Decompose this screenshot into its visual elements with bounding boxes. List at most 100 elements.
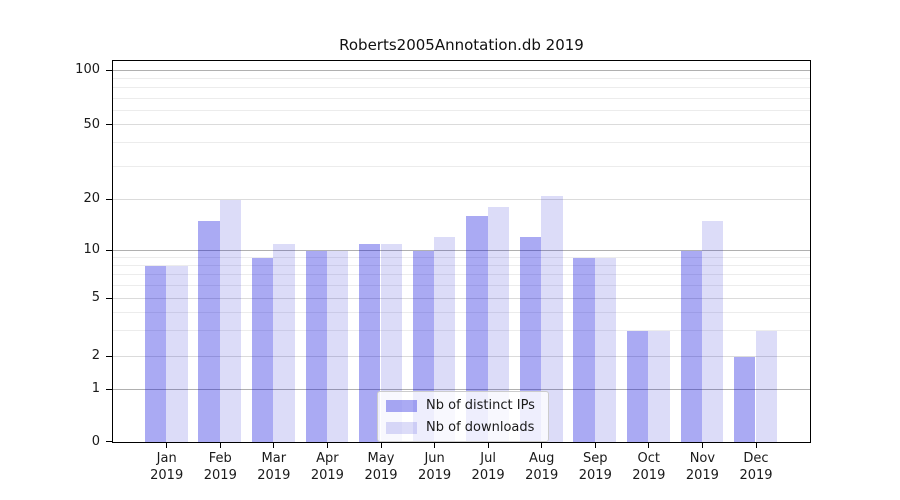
- gridline-10: [113, 249, 810, 251]
- x-tick-nov: [701, 443, 704, 448]
- x-tick-label-may: May 2019: [357, 450, 405, 484]
- x-tick-label-aug: Aug 2019: [518, 450, 566, 484]
- gridline-70: [113, 97, 810, 99]
- y-tick-label-10: 10: [83, 242, 100, 257]
- gridline-3: [113, 329, 810, 331]
- x-tick-feb: [219, 443, 221, 448]
- chart-title: Roberts2005Annotation.db 2019: [339, 36, 584, 54]
- gridline-5: [113, 297, 810, 299]
- x-tick-label-nov: Nov 2019: [678, 450, 726, 484]
- gridline-7: [113, 274, 810, 276]
- x-tick-jan: [166, 443, 168, 448]
- x-tick-month: Jan: [156, 451, 177, 466]
- x-tick-month: Apr: [316, 451, 339, 466]
- bar-distinct-ips-jan: [144, 266, 167, 442]
- gridline-8: [113, 265, 810, 266]
- legend-swatch-distinct-ips: [386, 399, 417, 412]
- bar-downloads-nov: [701, 220, 724, 442]
- gridline-20: [113, 198, 810, 200]
- gridline-6: [113, 284, 810, 286]
- gridline-40: [113, 142, 810, 144]
- x-tick-month: Oct: [637, 451, 661, 466]
- y-tick-label-2: 2: [91, 348, 100, 363]
- x-tick-label-jun: Jun 2019: [411, 450, 459, 484]
- plot-area: Nb of distinct IPs Nb of downloads: [112, 60, 811, 443]
- bar-distinct-ips-mar: [251, 257, 274, 442]
- legend: Nb of distinct IPs Nb of downloads: [377, 391, 549, 442]
- bar-distinct-ips-aug: [519, 237, 542, 442]
- y-tick-5: [106, 297, 112, 299]
- x-tick-oct: [648, 443, 650, 448]
- bar-downloads-jun: [434, 237, 456, 442]
- legend-swatch-downloads: [386, 421, 417, 434]
- y-tick-1: [106, 388, 112, 390]
- gridline-2: [113, 355, 810, 357]
- gridline-100: [113, 69, 810, 71]
- bar-distinct-ips-feb: [198, 220, 220, 442]
- x-tick-month: May: [367, 451, 395, 466]
- legend-label-downloads: Nb of downloads: [426, 420, 535, 435]
- bar-distinct-ips-sep: [573, 257, 595, 442]
- x-tick-year: 2019: [471, 468, 505, 483]
- x-tick-label-jul: Jul 2019: [464, 450, 512, 484]
- y-tick-label-20: 20: [83, 191, 100, 206]
- x-tick-year: 2019: [578, 468, 612, 483]
- gridline-9: [113, 256, 810, 258]
- x-tick-month: Sep: [583, 451, 608, 466]
- bar-distinct-ips-nov: [680, 250, 702, 442]
- x-tick-label-feb: Feb 2019: [196, 450, 244, 484]
- x-tick-label-sep: Sep 2019: [571, 450, 619, 484]
- x-tick-year: 2019: [632, 468, 666, 483]
- x-tick-month: Dec: [743, 451, 769, 466]
- x-tick-aug: [541, 443, 543, 448]
- bar-downloads-apr: [326, 250, 349, 442]
- x-tick-year: 2019: [257, 468, 291, 483]
- y-tick-10: [106, 249, 112, 251]
- bar-downloads-oct: [648, 330, 670, 442]
- legend-item-downloads: Nb of downloads: [386, 420, 535, 435]
- gridline-60: [113, 109, 810, 111]
- bar-downloads-aug: [541, 195, 563, 442]
- bar-downloads-sep: [594, 257, 617, 442]
- gridline-4: [113, 311, 810, 313]
- gridline-50: [113, 124, 810, 125]
- x-tick-month: Mar: [261, 451, 287, 466]
- x-tick-apr: [326, 443, 329, 448]
- bar-downloads-feb: [219, 199, 242, 442]
- x-tick-month: Nov: [689, 451, 716, 466]
- gridline-1: [113, 388, 810, 390]
- legend-item-distinct-ips: Nb of distinct IPs: [386, 398, 535, 413]
- y-tick-2: [106, 355, 112, 357]
- gridline-90: [113, 77, 810, 79]
- bar-distinct-ips-may: [359, 243, 381, 442]
- bar-downloads-jul: [487, 207, 509, 442]
- y-tick-label-0: 0: [91, 433, 100, 449]
- bar-distinct-ips-dec: [734, 356, 756, 442]
- x-tick-jun: [434, 443, 436, 448]
- x-tick-year: 2019: [203, 468, 237, 483]
- x-tick-jul: [487, 443, 489, 448]
- bar-distinct-ips-apr: [305, 250, 327, 442]
- x-tick-month: Jun: [424, 451, 445, 466]
- y-tick-label-100: 100: [75, 62, 100, 77]
- bar-downloads-jan: [166, 266, 188, 442]
- x-tick-may: [380, 443, 382, 448]
- x-tick-label-apr: Apr 2019: [303, 450, 351, 484]
- x-tick-month: Feb: [208, 451, 232, 466]
- x-tick-mar: [273, 443, 275, 448]
- x-tick-label-dec: Dec 2019: [732, 450, 780, 484]
- legend-label-distinct-ips: Nb of distinct IPs: [426, 398, 535, 413]
- x-tick-label-mar: Mar 2019: [250, 450, 298, 484]
- gridline-80: [113, 87, 810, 88]
- x-tick-label-oct: Oct 2019: [625, 450, 673, 484]
- y-tick-50: [106, 124, 112, 126]
- x-tick-sep: [594, 443, 596, 448]
- x-tick-year: 2019: [310, 468, 344, 483]
- x-tick-year: 2019: [525, 468, 559, 483]
- y-tick-20: [106, 198, 112, 200]
- y-tick-100: [106, 69, 112, 71]
- x-tick-month: Aug: [528, 451, 555, 466]
- y-tick-0: [106, 441, 112, 443]
- x-tick-year: 2019: [685, 468, 719, 483]
